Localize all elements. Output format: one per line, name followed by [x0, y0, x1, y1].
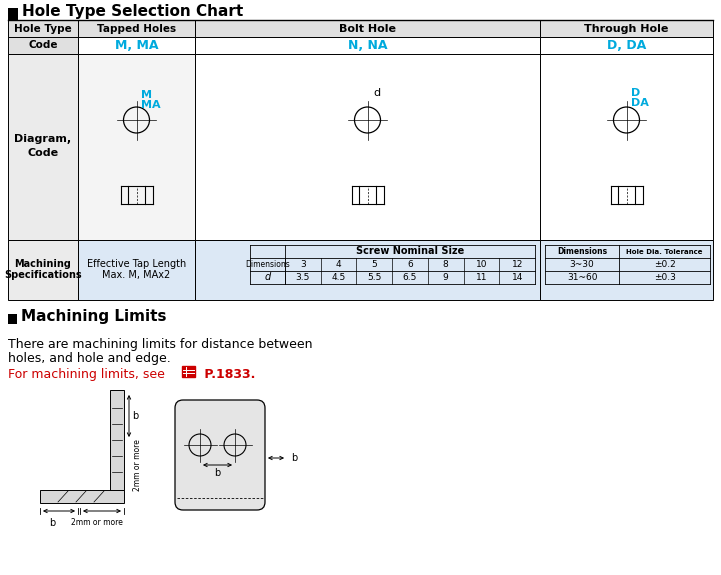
Text: MA: MA [141, 100, 161, 110]
Text: 12: 12 [511, 260, 523, 269]
Text: Through Hole: Through Hole [584, 24, 668, 33]
Text: ±0.2: ±0.2 [654, 260, 676, 269]
Bar [195, 54, 540, 240]
Text: 3~30: 3~30 [570, 260, 595, 269]
Text: Tapped Holes: Tapped Holes [97, 24, 176, 33]
Bar [40, 490, 124, 503]
Text: Dimensions: Dimensions [245, 260, 290, 269]
Bar [540, 20, 713, 37]
Bar [78, 240, 195, 300]
Text: P.1833.: P.1833. [200, 368, 255, 381]
Text: Bolt Hole: Bolt Hole [339, 24, 396, 33]
Text: 6: 6 [407, 260, 413, 269]
Text: 3.5: 3.5 [296, 273, 310, 282]
Text: 5.5: 5.5 [367, 273, 381, 282]
Bar [110, 390, 124, 490]
Text: ±0.3: ±0.3 [654, 273, 676, 282]
Text: d: d [265, 273, 270, 282]
Bar [8, 37, 78, 54]
Text: d: d [373, 88, 381, 98]
Text: Code: Code [27, 148, 58, 158]
Bar [78, 37, 195, 54]
Bar [8, 8, 18, 20]
FancyBboxPatch shape [175, 400, 265, 510]
Text: holes, and hole and edge.: holes, and hole and edge. [8, 352, 171, 365]
Text: 9: 9 [443, 273, 448, 282]
Bar [195, 20, 540, 37]
Text: Diagram,: Diagram, [14, 134, 71, 144]
Text: 10: 10 [476, 260, 487, 269]
Text: Hole Type: Hole Type [14, 24, 72, 33]
Text: b: b [132, 411, 138, 421]
Text: Effective Tap Length: Effective Tap Length [87, 259, 186, 269]
Text: There are machining limits for distance between: There are machining limits for distance … [8, 338, 312, 351]
Text: 31~60: 31~60 [567, 273, 598, 282]
Bar [195, 240, 540, 300]
Text: 8: 8 [443, 260, 448, 269]
Text: D: D [630, 88, 640, 98]
Text: M, MA: M, MA [115, 39, 158, 52]
Text: Code: Code [28, 40, 58, 51]
Text: Specifications: Specifications [4, 270, 81, 280]
Bar [182, 366, 195, 377]
Bar [8, 240, 78, 300]
Text: 6.5: 6.5 [403, 273, 417, 282]
Text: 2mm or more: 2mm or more [71, 518, 123, 527]
Text: Hole Dia. Tolerance: Hole Dia. Tolerance [627, 248, 703, 255]
Bar [540, 37, 713, 54]
Text: 5: 5 [371, 260, 377, 269]
Text: Machining: Machining [14, 259, 71, 269]
Text: b: b [214, 468, 221, 478]
Text: Dimensions: Dimensions [557, 247, 607, 256]
Text: b: b [291, 453, 297, 463]
Bar [540, 240, 713, 300]
Text: Screw Nominal Size: Screw Nominal Size [356, 247, 464, 256]
Text: 4: 4 [336, 260, 341, 269]
Bar [78, 54, 195, 240]
Bar [8, 54, 78, 240]
Bar [78, 20, 195, 37]
Text: 14: 14 [511, 273, 523, 282]
Text: 4.5: 4.5 [332, 273, 345, 282]
Bar [8, 314, 17, 324]
Bar [540, 54, 713, 240]
Text: M: M [141, 90, 153, 100]
Text: Max. M, MAx2: Max. M, MAx2 [102, 270, 171, 280]
Text: DA: DA [630, 98, 648, 108]
Bar [8, 20, 78, 37]
Text: D, DA: D, DA [607, 39, 646, 52]
Text: Hole Type Selection Chart: Hole Type Selection Chart [22, 4, 243, 19]
Bar [195, 37, 540, 54]
Text: 3: 3 [300, 260, 306, 269]
Text: b: b [49, 518, 55, 528]
Text: N, NA: N, NA [348, 39, 387, 52]
Text: For machining limits, see: For machining limits, see [8, 368, 165, 381]
Text: 11: 11 [476, 273, 487, 282]
Text: 2mm or more: 2mm or more [133, 439, 143, 491]
Text: Machining Limits: Machining Limits [21, 309, 167, 324]
